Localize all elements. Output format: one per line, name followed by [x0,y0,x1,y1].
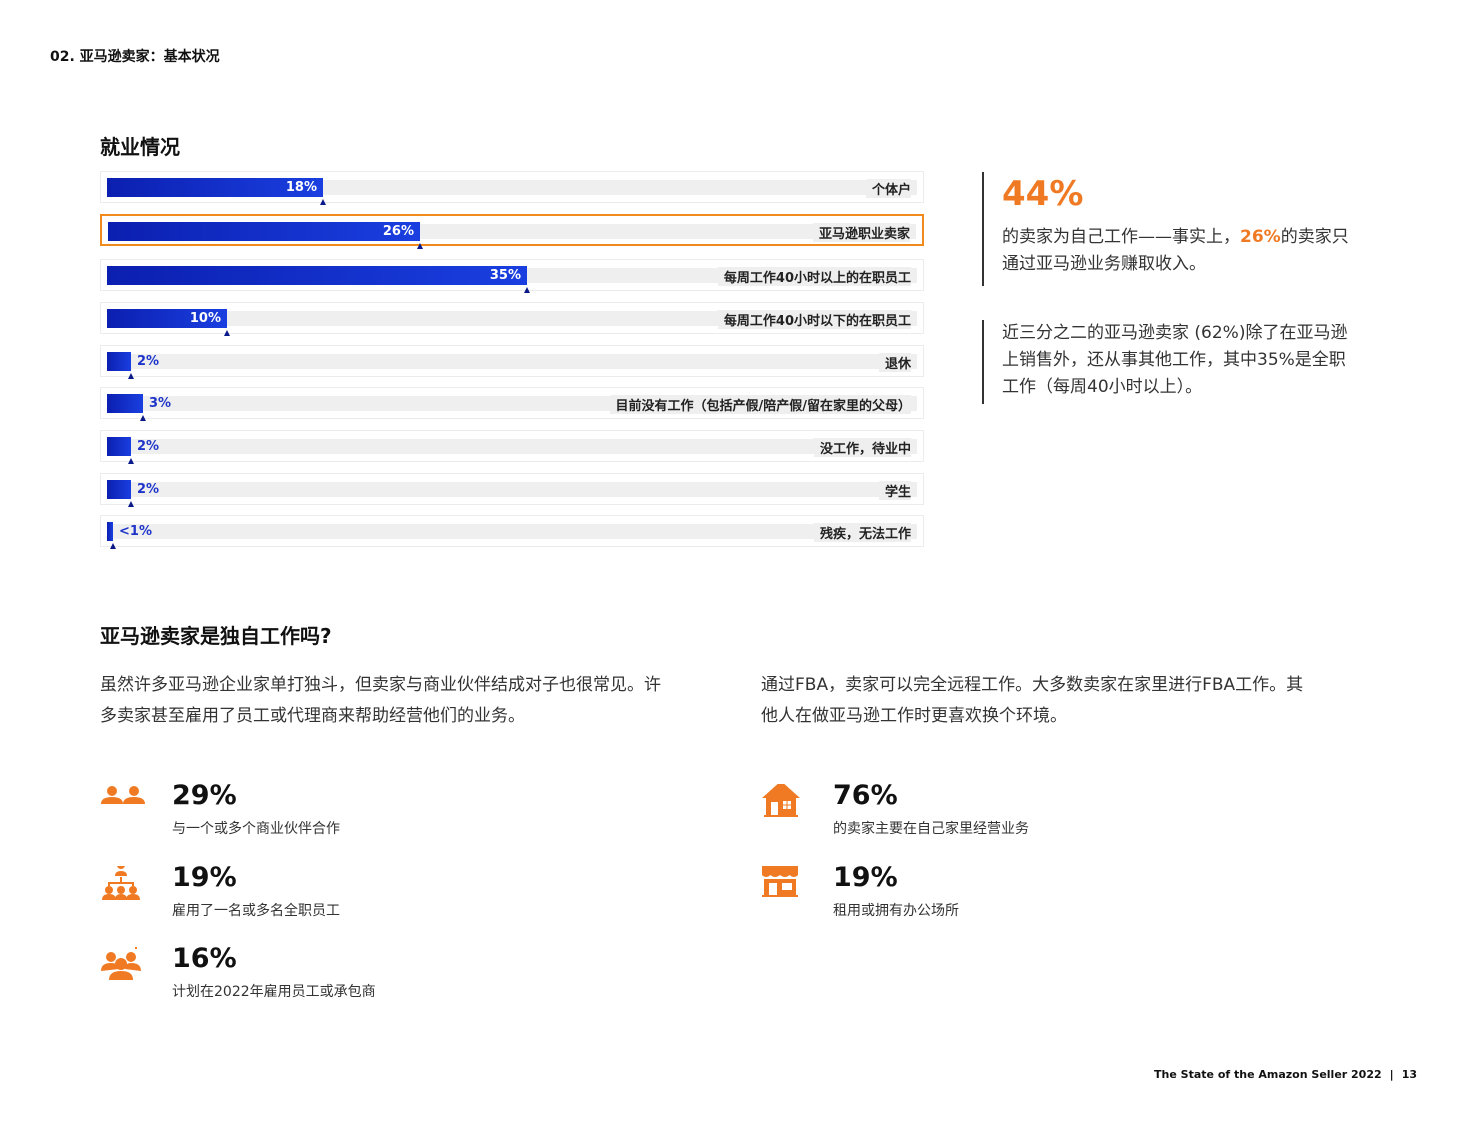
bar [107,394,143,413]
bar [108,222,420,241]
right-paragraph: 通过FBA，卖家可以完全远程工作。大多数卖家在家里进行FBA工作。其他人在做亚马… [761,675,1304,726]
stat-label: 与一个或多个商业伙伴合作 [172,821,340,837]
org-chart-icon [102,866,140,900]
callout-44: 44% 的卖家为自己工作——事实上，26%的卖家只通过亚马逊业务赚取收入。 [982,172,1362,286]
callout-text: 的卖家为自己工作——事实上，26%的卖家只通过亚马逊业务赚取收入。 [1002,227,1349,274]
chart-row: 35% 每周工作40小时以上的在职员工 [100,259,924,293]
bar-value-label: 2% [137,354,160,369]
stat-label: 计划在2022年雇用员工或承包商 [172,984,376,1000]
report-title: The State of the Amazon Seller 2022 [1154,1068,1382,1081]
bar-value-label: 10% [189,311,221,326]
bar-value-label: 35% [489,268,521,283]
employment-bar-chart: 18% 个体户 26% 亚马逊职业卖家 35% 每周工作40小时以上的在职员工 10% 每周工… [100,171,926,551]
callout2-text: 近三分之二的亚马逊卖家 (62%)除了在亚马逊上销售外，还从事其他工作，其中35… [1002,323,1348,397]
bar-track [107,439,917,454]
bar-value-label: 18% [285,180,317,195]
bar-track [107,482,917,497]
bar-value-label: 26% [382,224,414,239]
category-label: 亚马逊职业卖家 [812,223,910,242]
bar [107,352,131,371]
bar [107,480,131,499]
house-icon [762,784,800,817]
category-label: 退休 [878,353,911,372]
bar-track [107,524,917,539]
category-label: 每周工作40小时以上的在职员工 [717,267,911,286]
stat-value: 19% [833,862,898,893]
section2-title: 亚马逊卖家是独自工作吗? [100,624,332,648]
stat-value: 76% [833,780,898,811]
bar-value-label: 2% [137,482,160,497]
bar-marker [128,501,134,507]
bar-marker [110,543,116,549]
bar-value-label: <1% [119,524,152,539]
bar-value-label: 2% [137,439,160,454]
stat-value: 16% [172,943,237,974]
category-label: 残疾，无法工作 [813,523,911,542]
stat-value: 19% [172,862,237,893]
footer: The State of the Amazon Seller 2022 | 13 [1154,1068,1417,1081]
chart-row: 18% 个体户 [100,171,924,205]
category-label: 个体户 [865,179,911,198]
chart-row: 10% 每周工作40小时以下的在职员工 [100,302,924,336]
category-label: 没工作，待业中 [813,438,911,457]
left-paragraph: 虽然许多亚马逊企业家单打独斗，但卖家与商业伙伴结成对子也很常见。许多卖家甚至雇用… [100,675,661,726]
bar-track [107,354,917,369]
bar-marker [320,199,326,205]
bar-marker [417,243,423,249]
bar-marker [140,415,146,421]
callout-highlight: 26% [1240,227,1281,247]
stat-value: 29% [172,780,237,811]
bar-track [107,311,917,326]
section-label: 02. 亚马逊卖家：基本状况 [50,49,220,65]
category-label: 每周工作40小时以下的在职员工 [717,310,911,329]
chart-row: 2% 没工作，待业中 [100,430,924,464]
page-number: 13 [1401,1068,1417,1081]
storefront-icon [762,866,798,897]
category-label: 学生 [878,481,911,500]
stat-label: 雇用了一名或多名全职员工 [172,903,340,919]
callout-62: 近三分之二的亚马逊卖家 (62%)除了在亚马逊上销售外，还从事其他工作，其中35… [982,320,1362,404]
partners-icon [101,786,145,804]
bar [107,178,323,197]
bar [107,522,113,541]
stat-label: 的卖家主要在自己家里经营业务 [833,821,1029,837]
chart-title: 就业情况 [100,135,180,159]
bar-marker [128,458,134,464]
category-label: 目前没有工作（包括产假/陪产假/留在家里的父母） [609,395,911,414]
chart-row: 3% 目前没有工作（包括产假/陪产假/留在家里的父母） [100,387,924,421]
chart-row: 2% 退休 [100,345,924,379]
bar [107,309,227,328]
bar-value-label: 3% [149,396,172,411]
chart-row: 2% 学生 [100,473,924,507]
bar [107,266,527,285]
chart-row: 26% 亚马逊职业卖家 [100,214,924,249]
chart-row: <1% 残疾，无法工作 [100,515,924,549]
callout-stat: 44% [1002,174,1084,214]
bar-marker [224,330,230,336]
stat-label: 租用或拥有办公场所 [833,903,959,919]
add-team-icon [101,947,141,980]
bar-marker [524,287,530,293]
bar-marker [128,373,134,379]
bar [107,437,131,456]
